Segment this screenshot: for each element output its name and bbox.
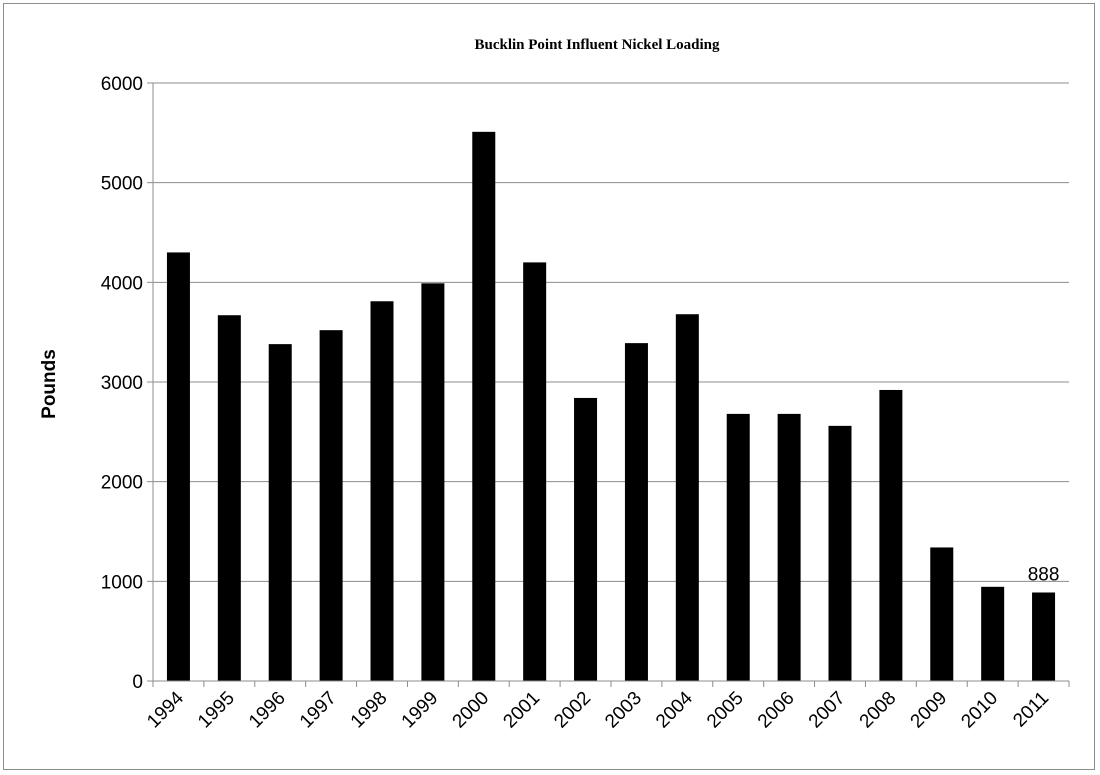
x-tick-label: 2000 (449, 688, 494, 733)
bar-1998 (370, 301, 394, 681)
bar-2004 (675, 314, 699, 681)
x-tick-label: 2007 (805, 688, 850, 733)
bar-2001 (523, 262, 547, 681)
bars (166, 131, 1056, 681)
x-tick-label: 1994 (143, 687, 188, 732)
x-tick-label: 2008 (856, 688, 901, 733)
x-tick-label: 1998 (347, 688, 392, 733)
x-tick-label: 2010 (957, 688, 1002, 733)
x-tick-label: 2001 (499, 688, 544, 733)
bar-1999 (421, 283, 445, 681)
data-label: 888 (1028, 564, 1060, 585)
bar-2010 (981, 586, 1005, 681)
y-tick-label: 5000 (101, 174, 143, 195)
y-axis-ticks: 0 1000 2000 3000 4000 5000 6000 (101, 74, 153, 693)
bar-2008 (879, 389, 903, 681)
gridlines (153, 82, 1069, 582)
x-tick-label: 1995 (194, 688, 239, 733)
x-tick-label: 2009 (907, 688, 952, 733)
bar-2005 (726, 413, 750, 681)
x-tick-label: 2002 (550, 688, 595, 733)
bar-2011 (1032, 592, 1056, 681)
bar-2007 (828, 425, 852, 681)
data-labels: 888 (1028, 564, 1060, 585)
bar-1997 (319, 330, 343, 681)
x-tick-label: 2004 (652, 687, 697, 732)
x-tick-label: 2003 (601, 688, 646, 733)
y-tick-label: 1000 (101, 572, 143, 593)
y-axis-label: Pounds (39, 349, 60, 419)
bar-1994 (166, 252, 190, 681)
bar-2009 (930, 547, 954, 681)
chart-title: Bucklin Point Influent Nickel Loading (474, 37, 720, 53)
bar-1995 (217, 315, 241, 681)
bar-1996 (268, 344, 292, 681)
x-tick-label: 1999 (398, 688, 443, 733)
y-tick-label: 4000 (101, 273, 143, 294)
bar-2006 (777, 413, 801, 681)
bar-2003 (624, 343, 648, 681)
y-tick-label: 2000 (101, 473, 143, 494)
x-axis-ticks: 1994 1995 1996 1997 1998 1999 2000 2001 2002 2003… (143, 681, 1070, 733)
x-tick-label: 2006 (754, 688, 799, 733)
y-tick-label: 3000 (101, 373, 143, 394)
x-tick-label: 2005 (703, 688, 748, 733)
x-tick-label: 2011 (1009, 688, 1053, 732)
y-tick-label: 6000 (101, 74, 143, 95)
bar-2002 (574, 397, 598, 681)
x-tick-label: 1997 (296, 688, 341, 733)
y-tick-label: 0 (132, 672, 143, 693)
bar-2000 (472, 131, 496, 681)
x-tick-label: 1996 (245, 688, 290, 733)
